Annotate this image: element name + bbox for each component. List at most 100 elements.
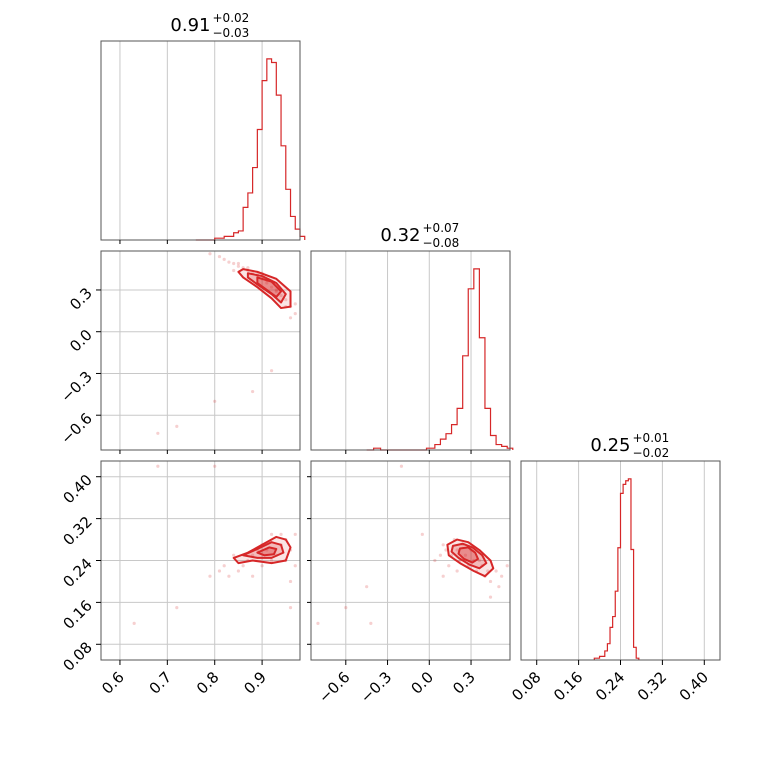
title-median: 0.32 bbox=[380, 225, 420, 246]
scatter-point bbox=[251, 574, 255, 578]
title-minus: −0.08 bbox=[423, 236, 460, 250]
scatter-point bbox=[213, 464, 217, 468]
scatter-point bbox=[279, 532, 283, 536]
x-tick-label: 0.6 bbox=[98, 668, 128, 698]
title-minus: −0.02 bbox=[633, 446, 670, 460]
title-plus: +0.07 bbox=[423, 221, 460, 235]
histogram-step-line bbox=[593, 478, 640, 660]
density-contour bbox=[457, 546, 479, 564]
scatter-point bbox=[175, 424, 179, 428]
scatter-point bbox=[217, 569, 222, 573]
panel-border bbox=[310, 250, 511, 451]
panel-border bbox=[100, 40, 301, 241]
scatter-point bbox=[369, 621, 373, 625]
scatter-point bbox=[232, 553, 236, 557]
scatter-panel bbox=[310, 460, 511, 661]
y-tick-label: 0.08 bbox=[59, 638, 95, 674]
y-tick-label: 0.3 bbox=[66, 284, 96, 314]
histogram-step-line bbox=[195, 58, 306, 241]
panel-title: 0.32 +0.07−0.08 bbox=[380, 221, 459, 250]
scatter-point bbox=[365, 585, 369, 589]
title-plus: +0.01 bbox=[633, 431, 670, 445]
scatter-point bbox=[316, 621, 320, 625]
y-tick-label: 0.40 bbox=[59, 471, 95, 507]
scatter-point bbox=[344, 606, 348, 610]
panels-layer bbox=[100, 40, 721, 661]
scatter-point bbox=[227, 574, 231, 578]
scatter-point bbox=[269, 285, 274, 289]
scatter-point bbox=[488, 595, 493, 599]
scatter-point bbox=[236, 264, 241, 268]
x-tick-label: 0.3 bbox=[449, 668, 479, 698]
scatter-point bbox=[269, 532, 274, 536]
scatter-point bbox=[269, 558, 274, 563]
scatter-point bbox=[488, 579, 493, 584]
title-median: 0.91 bbox=[170, 15, 210, 36]
scatter-point bbox=[269, 369, 274, 373]
scatter-point bbox=[222, 257, 226, 261]
y-tick-label: −0.3 bbox=[57, 368, 95, 406]
y-tick-label: 0.24 bbox=[59, 555, 95, 591]
y-tick-label: 0.32 bbox=[59, 513, 95, 549]
histogram-panel bbox=[100, 40, 306, 241]
scatter-point bbox=[494, 569, 498, 573]
scatter-point bbox=[463, 553, 468, 557]
x-tick-label: 0.32 bbox=[634, 668, 670, 704]
scatter-point bbox=[156, 464, 160, 468]
scatter-point bbox=[236, 569, 241, 573]
panel-border bbox=[100, 250, 301, 451]
scatter-point bbox=[455, 548, 459, 552]
scatter-point bbox=[213, 399, 217, 403]
scatter-point bbox=[441, 543, 445, 547]
x-tick-label: 0.40 bbox=[676, 668, 712, 704]
scatter-point bbox=[217, 254, 222, 259]
x-tick-label: 0.16 bbox=[550, 668, 586, 704]
title-plus: +0.02 bbox=[213, 11, 250, 25]
scatter-point bbox=[222, 564, 226, 568]
scatter-point bbox=[241, 564, 245, 568]
title-minus: −0.03 bbox=[213, 26, 250, 40]
scatter-point bbox=[208, 574, 212, 578]
y-tick-label: −0.6 bbox=[57, 409, 95, 447]
scatter-point bbox=[505, 564, 509, 568]
panel-background bbox=[311, 251, 510, 450]
y-tick-label: 0.0 bbox=[66, 326, 96, 356]
scatter-point bbox=[497, 585, 501, 589]
panel-title: 0.25 +0.01−0.02 bbox=[590, 431, 669, 460]
x-tick-label: −0.6 bbox=[315, 668, 353, 706]
panel-background bbox=[101, 251, 300, 450]
scatter-point bbox=[156, 431, 160, 435]
x-tick-label: 0.24 bbox=[592, 668, 628, 704]
panel-title: 0.91 +0.02−0.03 bbox=[170, 11, 249, 40]
histogram-panel bbox=[520, 460, 721, 661]
density-contour bbox=[256, 276, 283, 298]
scatter-point bbox=[288, 579, 293, 584]
scatter-point bbox=[208, 252, 212, 256]
x-tick-label: 0.9 bbox=[240, 668, 270, 698]
scatter-point bbox=[236, 261, 241, 266]
x-tick-label: 0.8 bbox=[193, 668, 223, 698]
scatter-point bbox=[284, 298, 288, 302]
panel-background bbox=[101, 41, 300, 240]
scatter-point bbox=[420, 532, 424, 536]
scatter-point bbox=[288, 316, 293, 320]
title-median: 0.25 bbox=[590, 435, 630, 456]
scatter-point bbox=[279, 293, 283, 298]
scatter-point bbox=[293, 312, 297, 316]
x-tick-label: 0.08 bbox=[508, 668, 544, 704]
scatter-point bbox=[447, 564, 451, 568]
scatter-point bbox=[227, 260, 231, 264]
y-tick-label: 0.16 bbox=[59, 596, 95, 632]
scatter-point bbox=[232, 261, 236, 266]
scatter-panel bbox=[100, 250, 301, 451]
scatter-point bbox=[232, 268, 236, 273]
density-contour bbox=[256, 546, 278, 557]
scatter-point bbox=[251, 389, 255, 394]
scatter-point bbox=[500, 574, 504, 578]
x-tick-label: 0.7 bbox=[146, 668, 176, 698]
scatter-point bbox=[438, 553, 443, 557]
scatter-point bbox=[293, 532, 297, 536]
scatter-point bbox=[246, 266, 250, 270]
x-tick-label: 0.0 bbox=[408, 668, 438, 698]
